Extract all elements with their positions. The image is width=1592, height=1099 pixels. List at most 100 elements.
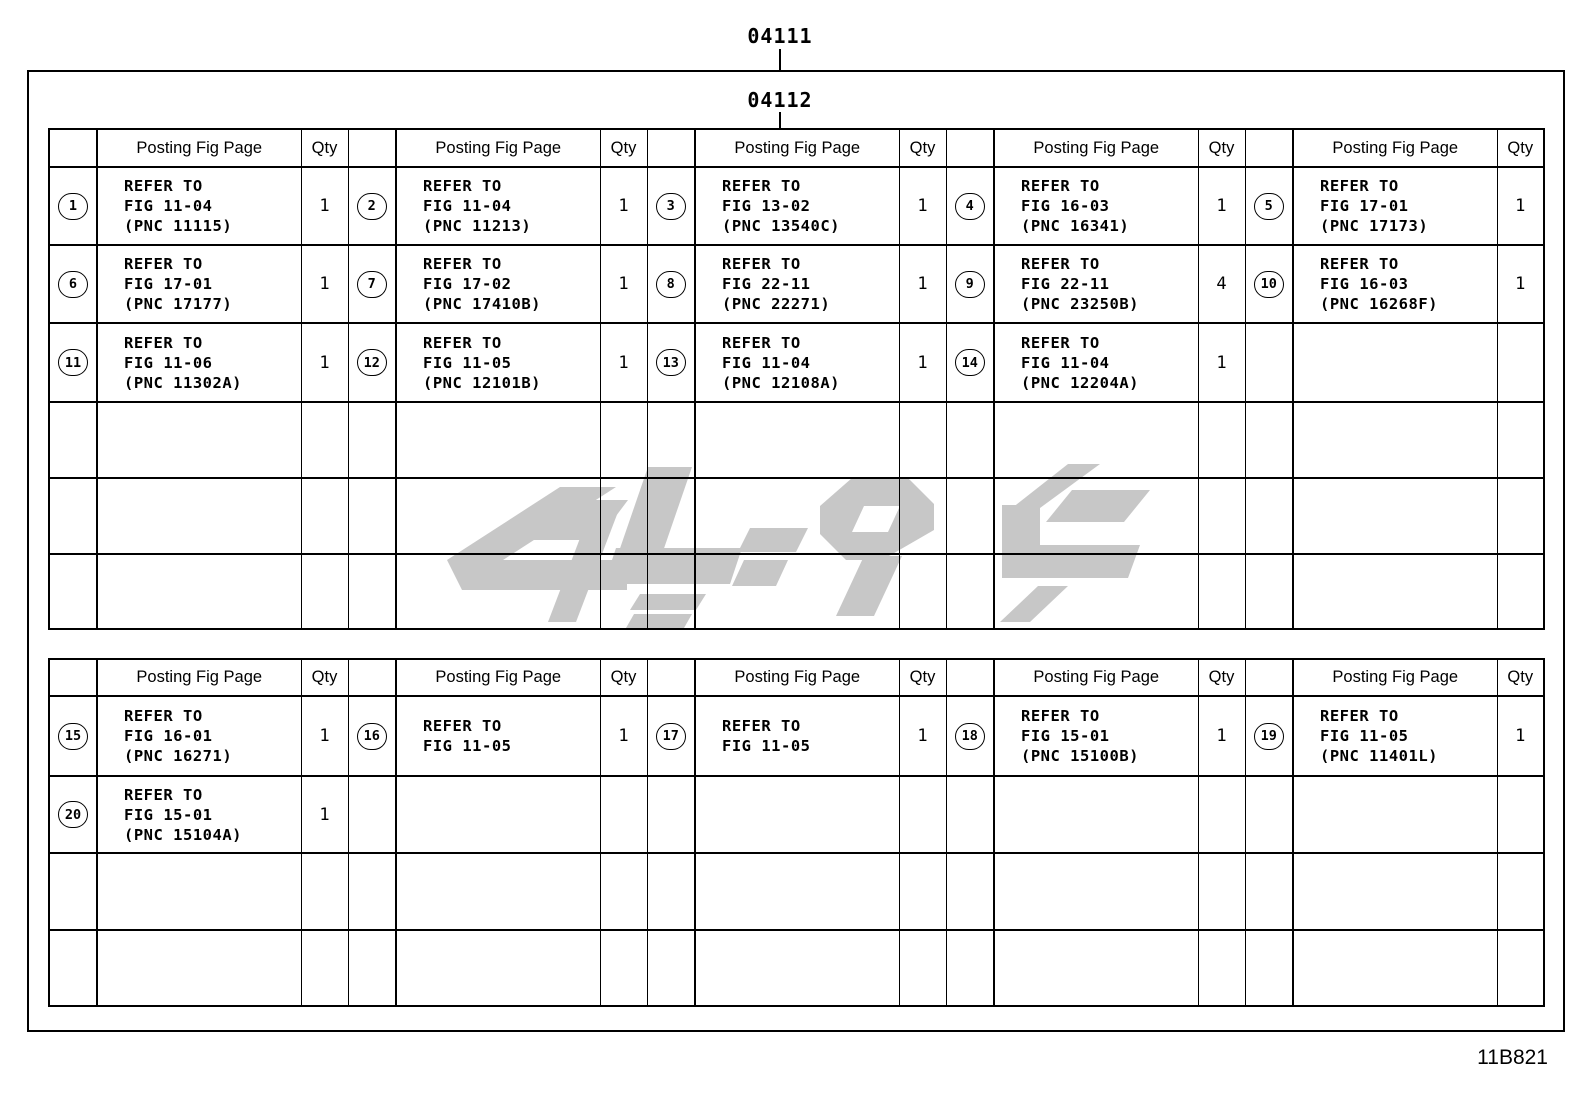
posting-cell: REFER TO FIG 17-01 (PNC 17173) bbox=[1292, 166, 1498, 246]
posting-ref-line: FIG 17-02 bbox=[423, 275, 512, 293]
posting-ref-line: FIG 22-11 bbox=[722, 275, 811, 293]
empty-posting-cell bbox=[395, 553, 601, 630]
empty-posting-cell bbox=[96, 852, 302, 931]
empty-qty-cell bbox=[898, 929, 947, 1007]
posting-ref-line: (PNC 23250B) bbox=[1021, 295, 1139, 313]
posting-cell: REFER TO FIG 11-05 bbox=[694, 695, 900, 777]
header-qty: Qty bbox=[1496, 128, 1545, 168]
empty-item-number-cell bbox=[48, 401, 98, 479]
callout-tick-top bbox=[779, 49, 781, 70]
empty-qty-cell bbox=[1197, 929, 1246, 1007]
empty-qty-cell bbox=[898, 553, 947, 630]
qty-cell: 1 bbox=[898, 322, 947, 403]
empty-item-number-cell bbox=[945, 401, 995, 479]
empty-posting-cell bbox=[96, 929, 302, 1007]
posting-ref-line: REFER TO bbox=[722, 255, 801, 273]
header-item-col bbox=[1244, 658, 1294, 697]
table-row: 6 REFER TO FIG 17-01 (PNC 17177) 1 7 REFER TO F… bbox=[48, 244, 1545, 324]
item-number-badge: 9 bbox=[954, 270, 985, 298]
empty-posting-cell bbox=[993, 477, 1199, 555]
item-number-cell: 12 bbox=[347, 322, 397, 403]
empty-item-number-cell bbox=[945, 477, 995, 555]
posting-ref-line: (PNC 11213) bbox=[423, 217, 532, 235]
empty-posting-cell bbox=[1292, 929, 1498, 1007]
posting-ref-line: FIG 13-02 bbox=[722, 197, 811, 215]
posting-ref-line: FIG 11-04 bbox=[124, 197, 213, 215]
qty-cell: 1 bbox=[898, 695, 947, 777]
qty-cell: 1 bbox=[300, 166, 349, 246]
qty-cell: 1 bbox=[1197, 322, 1246, 403]
item-number-cell: 16 bbox=[347, 695, 397, 777]
empty-posting-cell bbox=[1292, 852, 1498, 931]
qty-cell: 1 bbox=[300, 244, 349, 324]
posting-ref-line: REFER TO bbox=[423, 255, 502, 273]
item-number-cell bbox=[945, 775, 995, 854]
table-header-row: Posting Fig Page Qty Posting Fig Page Qty Po… bbox=[48, 658, 1545, 697]
item-number-badge: 19 bbox=[1253, 722, 1284, 750]
posting-ref-line: FIG 11-05 bbox=[1320, 727, 1409, 745]
posting-ref-line: (PNC 11401L) bbox=[1320, 747, 1438, 765]
posting-ref-line: REFER TO bbox=[124, 785, 203, 804]
header-qty: Qty bbox=[300, 128, 349, 168]
empty-qty-cell bbox=[898, 477, 947, 555]
qty-cell: 1 bbox=[599, 695, 648, 777]
posting-ref-line: REFER TO bbox=[722, 333, 801, 352]
empty-posting-cell bbox=[694, 929, 900, 1007]
empty-qty-cell bbox=[599, 852, 648, 931]
posting-cell: REFER TO FIG 11-04 (PNC 11213) bbox=[395, 166, 601, 246]
posting-ref-line: REFER TO bbox=[722, 177, 801, 195]
item-number-cell bbox=[1244, 775, 1294, 854]
header-qty: Qty bbox=[898, 128, 947, 168]
empty-qty-cell bbox=[1496, 553, 1545, 630]
item-number-badge: 6 bbox=[58, 270, 88, 298]
posting-ref-line: (PNC 16271) bbox=[124, 747, 233, 765]
empty-posting-cell bbox=[694, 477, 900, 555]
empty-item-number-cell bbox=[646, 401, 696, 479]
posting-ref-line: (PNC 16268F) bbox=[1320, 295, 1438, 313]
posting-cell bbox=[395, 775, 601, 854]
item-number-badge: 14 bbox=[954, 349, 985, 376]
empty-item-number-cell bbox=[945, 929, 995, 1007]
empty-item-number-cell bbox=[945, 553, 995, 630]
empty-item-number-cell bbox=[347, 929, 397, 1007]
posting-cell: REFER TO FIG 15-01 (PNC 15100B) bbox=[993, 695, 1199, 777]
empty-qty-cell bbox=[898, 401, 947, 479]
posting-cell: REFER TO FIG 13-02 (PNC 13540C) bbox=[694, 166, 900, 246]
header-item-col bbox=[347, 658, 397, 697]
empty-posting-cell bbox=[395, 401, 601, 479]
item-number-badge: 17 bbox=[655, 722, 686, 750]
qty-cell bbox=[1496, 322, 1545, 403]
qty-cell: 1 bbox=[898, 166, 947, 246]
posting-cell: REFER TO FIG 11-06 (PNC 11302A) bbox=[96, 322, 302, 403]
posting-ref-line: REFER TO bbox=[1021, 255, 1100, 273]
posting-ref-line: FIG 11-05 bbox=[423, 737, 512, 755]
posting-ref-line: FIG 17-01 bbox=[1320, 197, 1409, 215]
posting-ref-line: REFER TO bbox=[124, 333, 203, 352]
item-number-badge: 8 bbox=[655, 270, 686, 298]
table-row: 11 REFER TO FIG 11-06 (PNC 11302A) 1 12 REFER … bbox=[48, 322, 1545, 403]
empty-posting-cell bbox=[993, 929, 1199, 1007]
posting-cell: REFER TO FIG 11-05 bbox=[395, 695, 601, 777]
header-posting-fig-page: Posting Fig Page bbox=[395, 128, 601, 168]
item-number-cell: 2 bbox=[347, 166, 397, 246]
part-number-04112: 04112 bbox=[747, 88, 813, 112]
qty-cell: 1 bbox=[1197, 166, 1246, 246]
empty-row bbox=[48, 401, 1545, 479]
empty-qty-cell bbox=[898, 852, 947, 931]
item-number-badge: 4 bbox=[954, 192, 985, 220]
empty-posting-cell bbox=[694, 553, 900, 630]
empty-item-number-cell bbox=[48, 929, 98, 1007]
empty-posting-cell bbox=[694, 852, 900, 931]
item-number-cell: 10 bbox=[1244, 244, 1294, 324]
posting-ref-line: REFER TO bbox=[124, 707, 203, 725]
header-item-col bbox=[646, 128, 696, 168]
posting-ref-line: (PNC 11115) bbox=[124, 217, 233, 235]
posting-ref-line: FIG 22-11 bbox=[1021, 275, 1110, 293]
empty-qty-cell bbox=[599, 401, 648, 479]
item-number-cell bbox=[347, 775, 397, 854]
qty-cell bbox=[1197, 775, 1246, 854]
empty-qty-cell bbox=[599, 553, 648, 630]
empty-posting-cell bbox=[993, 852, 1199, 931]
posting-ref-line: (PNC 15104A) bbox=[124, 825, 242, 844]
posting-ref-line: FIG 11-04 bbox=[1021, 353, 1110, 372]
